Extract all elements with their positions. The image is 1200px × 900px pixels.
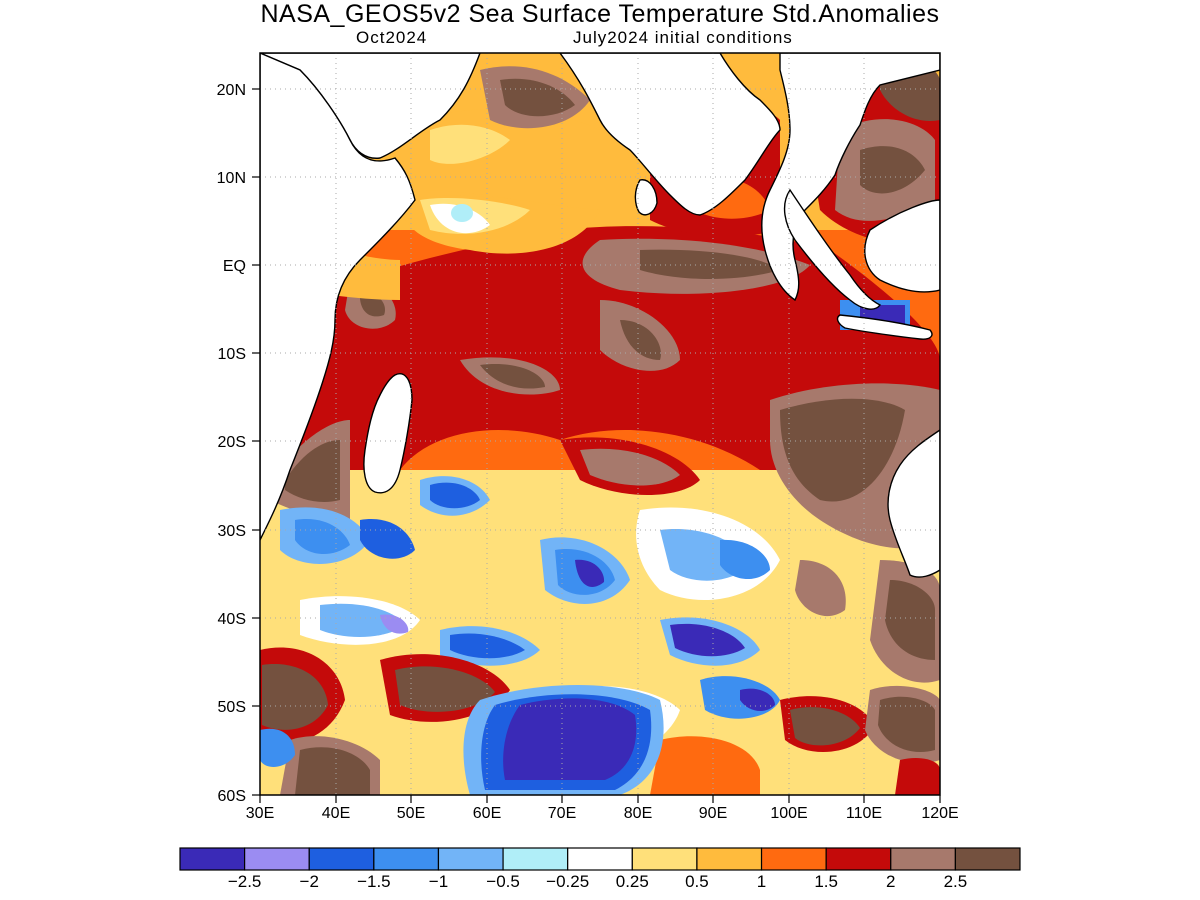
colorbar-label: 2 bbox=[886, 872, 895, 891]
colorbar-label: 0.25 bbox=[616, 872, 649, 891]
lon-label: 50E bbox=[397, 805, 425, 822]
coastlines bbox=[260, 53, 940, 578]
colorbar-label: −0.5 bbox=[486, 872, 520, 891]
colorbar-swatch bbox=[437, 847, 504, 871]
colorbar-label: 1 bbox=[757, 872, 766, 891]
lon-label: 70E bbox=[548, 805, 576, 822]
colorbar-swatch bbox=[631, 847, 698, 871]
colorbar-label: 0.5 bbox=[685, 872, 709, 891]
lat-label: EQ bbox=[223, 258, 246, 275]
initial-conditions: July2024 initial conditions bbox=[573, 28, 793, 47]
tick-marks bbox=[252, 88, 941, 803]
colorbar-swatch bbox=[244, 847, 310, 871]
colorbar-swatch bbox=[890, 847, 956, 871]
colorbar-label: −2 bbox=[300, 872, 319, 891]
lat-label: 60S bbox=[218, 788, 246, 805]
colorbar-swatch bbox=[760, 847, 827, 871]
colorbar-label: −1 bbox=[429, 872, 448, 891]
colorbar-swatch bbox=[696, 847, 763, 871]
colorbar-swatch bbox=[825, 847, 892, 871]
lon-label: 80E bbox=[624, 805, 652, 822]
lat-label: 40S bbox=[218, 611, 246, 628]
lat-label: 10N bbox=[217, 170, 246, 187]
forecast-month: Oct2024 bbox=[356, 28, 428, 47]
map-title: NASA_GEOS5v2 Sea Surface Temperature Std… bbox=[260, 0, 940, 28]
colorbar-label: 2.5 bbox=[944, 872, 968, 891]
lat-label: 30S bbox=[218, 523, 246, 540]
map-frame bbox=[259, 52, 941, 796]
lon-label: 90E bbox=[699, 805, 727, 822]
lat-label: 50S bbox=[218, 699, 246, 716]
graticule bbox=[260, 53, 940, 795]
colorbar-swatch bbox=[308, 847, 375, 871]
longitude-labels: 30E 40E 50E 60E 70E 80E 90E 100E 110E 12… bbox=[246, 805, 959, 822]
lat-label: 10S bbox=[218, 346, 246, 363]
lat-label: 20N bbox=[217, 82, 246, 99]
lat-label: 20S bbox=[218, 434, 246, 451]
lon-label: 100E bbox=[770, 805, 807, 822]
colorbar: −2.5 −2 −1.5 −1 −0.5 −0.25 0.25 0.5 1 1.5 2 2.5 bbox=[179, 847, 1021, 891]
colorbar-swatch bbox=[179, 847, 246, 871]
lon-label: 110E bbox=[846, 805, 882, 822]
latitude-labels: 20N 10N EQ 10S 20S 30S 40S 50S 60S bbox=[217, 82, 246, 805]
colorbar-swatch bbox=[954, 847, 1021, 871]
lon-label: 30E bbox=[246, 805, 274, 822]
colorbar-label: −2.5 bbox=[228, 872, 262, 891]
colorbar-swatch bbox=[502, 847, 569, 871]
colorbar-swatch bbox=[373, 847, 440, 871]
lon-label: 60E bbox=[473, 805, 501, 822]
colorbar-label: 1.5 bbox=[814, 872, 838, 891]
lon-label: 120E bbox=[921, 805, 958, 822]
colorbar-label: −1.5 bbox=[357, 872, 391, 891]
lon-label: 40E bbox=[322, 805, 350, 822]
colorbar-label: −0.25 bbox=[546, 872, 589, 891]
colorbar-swatch bbox=[567, 847, 633, 871]
